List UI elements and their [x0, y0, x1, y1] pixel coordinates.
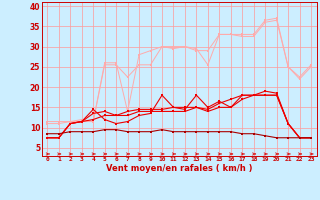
X-axis label: Vent moyen/en rafales ( km/h ): Vent moyen/en rafales ( km/h )	[106, 164, 252, 173]
